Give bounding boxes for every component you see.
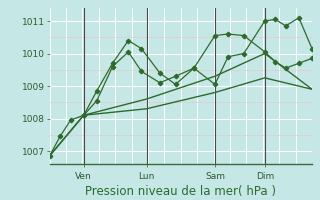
X-axis label: Pression niveau de la mer( hPa ): Pression niveau de la mer( hPa ) xyxy=(85,185,276,198)
